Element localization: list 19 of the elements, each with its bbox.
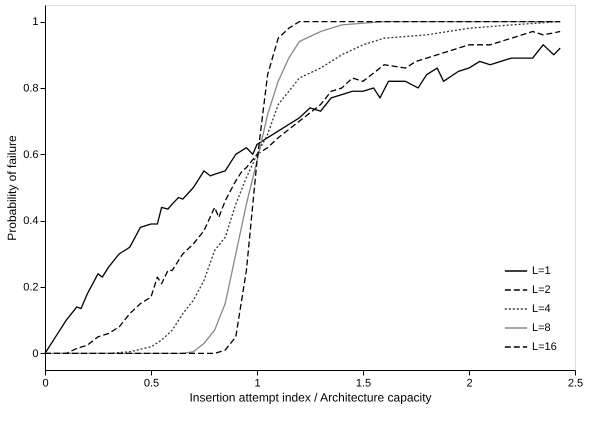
- x-tick-label: 2: [466, 378, 473, 390]
- legend-label: L=4: [532, 303, 551, 315]
- y-tick-label: 0.2: [23, 282, 38, 294]
- y-tick-label: 1: [32, 16, 38, 28]
- x-axis-title: Insertion attempt index / Architecture capacity: [189, 390, 432, 404]
- y-tick-label: 0.8: [23, 82, 38, 94]
- x-tick-label: 1.5: [356, 378, 372, 390]
- y-tick-label: 0.6: [23, 148, 38, 161]
- x-tick-label: 2.5: [568, 378, 584, 390]
- legend-label: L=2: [532, 284, 551, 296]
- x-tick-label: 0: [42, 378, 49, 390]
- x-tick-label: 1: [254, 378, 261, 390]
- x-tick-label: 0.5: [144, 378, 160, 390]
- y-tick-label: 0.4: [23, 215, 38, 228]
- y-tick-label: 0: [32, 348, 38, 360]
- legend-label: L=8: [532, 322, 551, 334]
- legend-label: L=1: [532, 265, 551, 277]
- legend-label: L=16: [532, 341, 557, 353]
- y-axis-title: Probability of failure: [5, 134, 20, 241]
